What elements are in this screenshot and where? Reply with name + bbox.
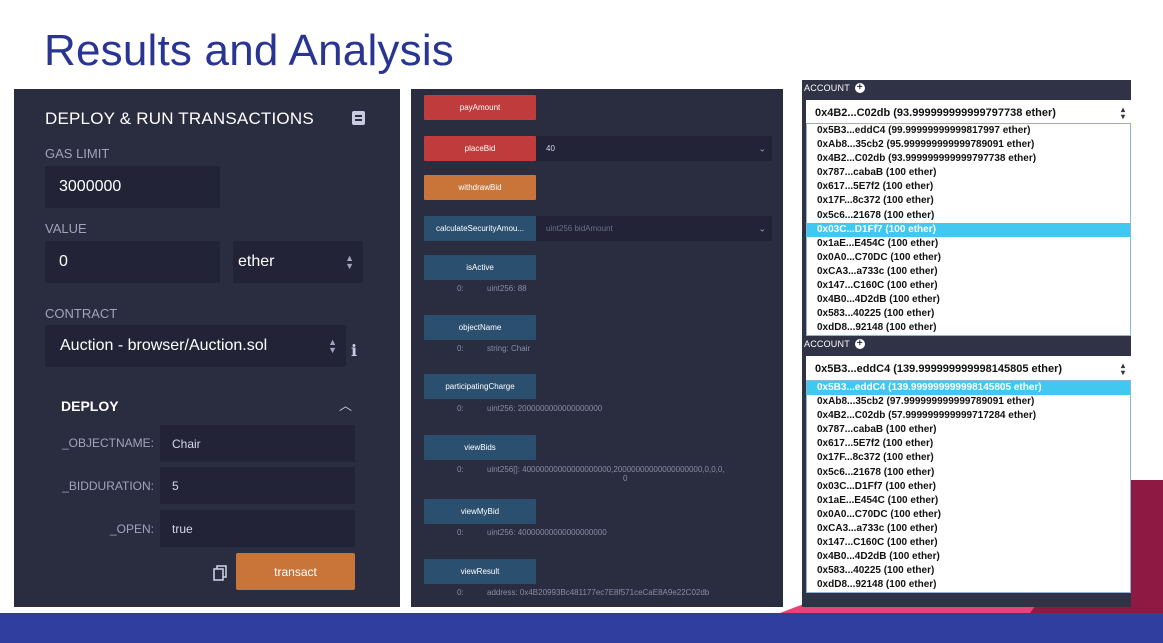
view-result-output: 0: address: 0x4B20993Bc481177ec7E8f571ceC… — [457, 588, 710, 597]
account-option[interactable]: 0x4B0...4D2dB (100 ether) — [817, 551, 940, 563]
account-option[interactable]: 0x617...5E7f2 (100 ether) — [817, 181, 934, 193]
object-name-output: 0: string: Chair — [457, 344, 531, 353]
calculate-security-button[interactable]: calculateSecurityAmou... — [424, 216, 536, 241]
chevron-up-icon[interactable]: ︿ — [339, 398, 353, 413]
account-option[interactable]: 0xCA3...a733c (100 ether) — [817, 265, 938, 277]
functions-panel: payAmount placeBid 40 ⌄ withdrawBid calc… — [411, 89, 783, 607]
withdraw-bid-button[interactable]: withdrawBid — [424, 175, 536, 200]
param-label-biddurration: _BIDDURATION: — [62, 479, 154, 493]
view-my-bid-output: 0: uint256: 40000000000000000000 — [457, 528, 607, 537]
account-option[interactable]: 0x17F...8c372 (100 ether) — [817, 195, 934, 207]
account-select[interactable]: 0x4B2...C02db (93.999999999999797738 eth… — [806, 100, 1131, 126]
calculate-security-placeholder: uint256 bidAmount — [546, 224, 613, 233]
account-option[interactable]: 0x583...40225 (100 ether) — [817, 308, 935, 320]
transact-button[interactable]: transact — [236, 553, 355, 590]
place-bid-input-value: 40 — [546, 144, 555, 153]
view-result-button[interactable]: viewResult — [424, 559, 536, 584]
participating-charge-button[interactable]: participatingCharge — [424, 374, 536, 399]
view-bids-output-wrap: 0 — [623, 474, 628, 483]
account-option[interactable]: 0x4B2...C02db (93.999999999999797738 eth… — [817, 153, 1037, 165]
view-my-bid-button[interactable]: viewMyBid — [424, 499, 536, 524]
pay-amount-button[interactable]: payAmount — [424, 95, 536, 120]
account-dropdown-list: 0x5B3...eddC4 (99.99999999999817997 ethe… — [806, 123, 1131, 337]
deploy-run-panel: DEPLOY & RUN TRANSACTIONS GAS LIMIT 3000… — [14, 89, 400, 607]
account-option[interactable]: 0x787...cabaB (100 ether) — [817, 167, 937, 179]
account-label: ACCOUNT + — [804, 82, 865, 93]
account-option[interactable]: 0x4B2...C02db (57.999999999999717284 eth… — [817, 410, 1037, 422]
account-option[interactable]: 0x617...5E7f2 (100 ether) — [817, 438, 934, 450]
object-name-button[interactable]: objectName — [424, 315, 536, 340]
account-option[interactable]: 0x5B3...eddC4 (99.99999999999817997 ethe… — [817, 125, 1031, 136]
account-select[interactable]: 0x5B3...eddC4 (139.999999999998145805 et… — [806, 356, 1131, 382]
gas-limit-input[interactable]: 3000000 — [45, 166, 220, 208]
info-icon[interactable]: i — [351, 341, 358, 360]
view-bids-button[interactable]: viewBids — [424, 435, 536, 460]
chevron-down-icon[interactable]: ⌄ — [758, 143, 766, 153]
account-dropdown-list: 0x5B3...eddC4 (139.999999999998145805 et… — [806, 380, 1131, 594]
select-arrows-icon: ▴ ▾ — [1120, 361, 1125, 377]
param-label-open: _OPEN: — [109, 522, 154, 536]
gas-limit-label: GAS LIMIT — [45, 146, 110, 161]
chevron-down-icon[interactable]: ⌄ — [758, 223, 766, 233]
param-input-open[interactable]: true — [160, 510, 355, 547]
account-option[interactable]: 0xCA3...a733c (100 ether) — [817, 522, 938, 534]
param-label-objectname: _OBJECTNAME: — [61, 436, 154, 450]
account-option[interactable]: 0xdD8...92148 (100 ether) — [817, 579, 937, 591]
account-option[interactable]: 0xdD8...92148 (100 ether) — [817, 322, 937, 334]
select-arrows-icon: ▲ ▼ — [345, 253, 354, 271]
participating-charge-output: 0: uint256: 2000000000000000000 — [457, 404, 603, 413]
bottom-bar — [0, 613, 1163, 643]
param-input-objectname[interactable]: Chair — [160, 425, 355, 462]
select-arrows-icon: ▲ ▼ — [328, 337, 337, 355]
account-option[interactable]: 0x5c6...21678 (100 ether) — [817, 209, 935, 221]
account-option[interactable]: 0x147...C160C (100 ether) — [817, 537, 938, 549]
place-bid-input[interactable]: 40 ⌄ — [536, 136, 772, 161]
value-input[interactable]: 0 — [45, 241, 220, 283]
account-option[interactable]: 0x0A0...C70DC (100 ether) — [817, 508, 941, 520]
account-option[interactable]: 0x147...C160C (100 ether) — [817, 280, 938, 292]
view-bids-output: 0: uint256[]: 40000000000000000000,200000… — [457, 465, 725, 474]
account-option[interactable]: 0x5c6...21678 (100 ether) — [817, 466, 935, 478]
unit-select-value: ether — [238, 253, 275, 270]
account-option[interactable]: 0x1aE...E454C (100 ether) — [817, 494, 939, 506]
account-option[interactable]: 0x787...cabaB (100 ether) — [817, 424, 937, 436]
panel-header: DEPLOY & RUN TRANSACTIONS — [45, 109, 314, 128]
calculate-security-input[interactable]: uint256 bidAmount ⌄ — [536, 216, 772, 241]
account-option[interactable]: 0x583...40225 (100 ether) — [817, 565, 935, 577]
account-option[interactable]: 0xAb8...35cb2 (97.999999999999789091 eth… — [817, 396, 1035, 408]
account-option-highlighted[interactable]: 0x03C...D1Ff7 (100 ether) — [807, 222, 1130, 237]
account-option[interactable]: 0x17F...8c372 (100 ether) — [817, 452, 934, 464]
plus-icon[interactable]: + — [854, 82, 865, 93]
value-label: VALUE — [45, 221, 87, 236]
copy-icon[interactable] — [213, 565, 227, 581]
account-option[interactable]: 0x4B0...4D2dB (100 ether) — [817, 294, 940, 306]
select-arrows-icon: ▴ ▾ — [1120, 105, 1125, 121]
contract-select[interactable]: Auction - browser/Auction.sol ▲ ▼ — [45, 325, 346, 367]
docs-icon[interactable] — [352, 111, 365, 125]
account-select-value: 0x5B3...eddC4 (139.999999999998145805 et… — [815, 363, 1063, 375]
unit-select[interactable]: ether ▲ ▼ — [233, 241, 363, 283]
param-input-bidduration[interactable]: 5 — [160, 467, 355, 504]
contract-label: CONTRACT — [45, 306, 118, 321]
is-active-output: 0: uint256: 88 — [457, 284, 527, 293]
place-bid-button[interactable]: placeBid — [424, 136, 536, 161]
is-active-button[interactable]: isActive — [424, 255, 536, 280]
account-option[interactable]: 0x1aE...E454C (100 ether) — [817, 237, 939, 249]
deploy-section-title: DEPLOY — [61, 398, 119, 414]
contract-select-value: Auction - browser/Auction.sol — [60, 337, 268, 354]
account-label: ACCOUNT + — [804, 338, 865, 349]
slide-title: Results and Analysis — [44, 26, 454, 75]
accounts-panel: ACCOUNT + 0x4B2...C02db (93.9999999999997… — [802, 80, 1131, 607]
account-option[interactable]: 0xAb8...35cb2 (95.999999999999789091 eth… — [817, 139, 1035, 151]
plus-icon[interactable]: + — [854, 338, 865, 349]
account-option[interactable]: 0x03C...D1Ff7 (100 ether) — [817, 480, 936, 492]
account-option-highlighted[interactable]: 0x5B3...eddC4 (139.999999999998145805 et… — [807, 381, 1130, 396]
account-option[interactable]: 0x0A0...C70DC (100 ether) — [817, 251, 941, 263]
account-select-value: 0x4B2...C02db (93.999999999999797738 eth… — [815, 107, 1056, 119]
